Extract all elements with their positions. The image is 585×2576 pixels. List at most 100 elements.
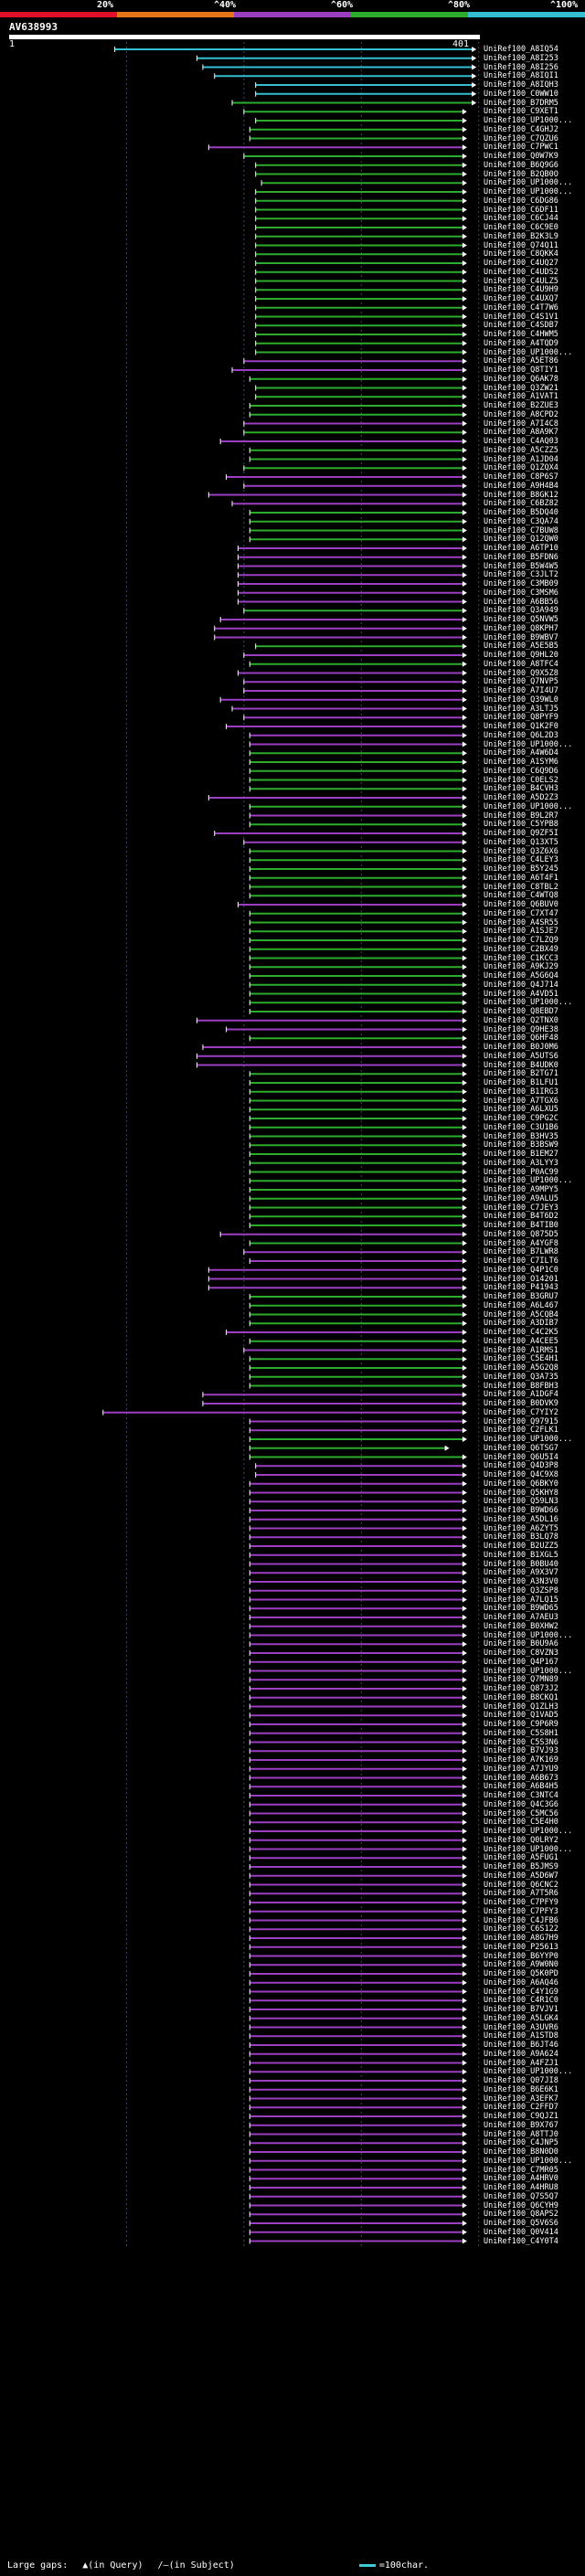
hit-label[interactable]: UniRef100_A5LGK4 xyxy=(484,2013,558,2023)
hit-label[interactable]: UniRef100_O14201 xyxy=(484,1274,558,1284)
hit-label[interactable]: UniRef100_Q6CNC2 xyxy=(484,1880,558,1890)
hit-label[interactable]: UniRef100_A4HRV0 xyxy=(484,2174,558,2184)
hit-label[interactable]: UniRef100_UP1000... xyxy=(484,1827,573,1836)
hit-label[interactable]: UniRef100_B4TIB0 xyxy=(484,1221,558,1230)
hit-label[interactable]: UniRef100_A4FZJ1 xyxy=(484,2058,558,2068)
hit-label[interactable]: UniRef100_A7AEU3 xyxy=(484,1613,558,1622)
hit-label[interactable]: UniRef100_A1JD04 xyxy=(484,454,558,464)
hit-label[interactable]: UniRef100_A5D2Z3 xyxy=(484,793,558,802)
hit-label[interactable]: UniRef100_B2K3L9 xyxy=(484,231,558,241)
hit-label[interactable]: UniRef100_UP1000... xyxy=(484,347,573,357)
hit-label[interactable]: UniRef100_UP1000... xyxy=(484,187,573,196)
hit-label[interactable]: UniRef100_Q3Z6X6 xyxy=(484,846,558,856)
hit-label[interactable]: UniRef100_Q1VAD5 xyxy=(484,1711,558,1721)
hit-label[interactable]: UniRef100_C9PG2C xyxy=(484,1114,558,1123)
hit-label[interactable]: UniRef100_UP1000... xyxy=(484,1666,573,1676)
hit-label[interactable]: UniRef100_C7XT47 xyxy=(484,908,558,918)
hit-label[interactable]: UniRef100_Q74Q11 xyxy=(484,240,558,250)
hit-label[interactable]: UniRef100_C4Y0T4 xyxy=(484,2236,558,2246)
hit-label[interactable]: UniRef100_Q9HL20 xyxy=(484,651,558,660)
hit-label[interactable]: UniRef100_C3NTC4 xyxy=(484,1791,558,1800)
hit-label[interactable]: UniRef100_Q3ZSP8 xyxy=(484,1585,558,1595)
hit-label[interactable]: UniRef100_B2UZZ5 xyxy=(484,1542,558,1551)
hit-label[interactable]: UniRef100_C7PFY9 xyxy=(484,1898,558,1907)
hit-label[interactable]: UniRef100_B9WBV7 xyxy=(484,632,558,642)
hit-label[interactable]: UniRef100_A9A624 xyxy=(484,2049,558,2059)
hit-label[interactable]: UniRef100_A8IQI1 xyxy=(484,71,558,81)
hit-label[interactable]: UniRef100_B3GRU7 xyxy=(484,1292,558,1301)
hit-label[interactable]: UniRef100_C6Q9D6 xyxy=(484,766,558,776)
hit-label[interactable]: UniRef100_A5FUG1 xyxy=(484,1853,558,1863)
hit-label[interactable]: UniRef100_Q12QW0 xyxy=(484,535,558,545)
hit-label[interactable]: UniRef100_B4UDK0 xyxy=(484,1060,558,1070)
hit-label[interactable]: UniRef100_C3MSM6 xyxy=(484,588,558,598)
hit-label[interactable]: UniRef100_Q8KPH7 xyxy=(484,623,558,633)
hit-label[interactable]: UniRef100_Q7S5Q7 xyxy=(484,2191,558,2201)
hit-label[interactable]: UniRef100_C4C2K5 xyxy=(484,1328,558,1337)
hit-label[interactable]: UniRef100_C5S3N6 xyxy=(484,1737,558,1747)
hit-label[interactable]: UniRef100_B6JT46 xyxy=(484,2041,558,2050)
hit-label[interactable]: UniRef100_C7JEY3 xyxy=(484,1203,558,1213)
hit-label[interactable]: UniRef100_A7T5R6 xyxy=(484,1889,558,1899)
hit-label[interactable]: UniRef100_B5Y245 xyxy=(484,864,558,874)
hit-label[interactable]: UniRef100_C7PFY3 xyxy=(484,1906,558,1916)
hit-label[interactable]: UniRef100_A4W6D4 xyxy=(484,748,558,758)
hit-label[interactable]: UniRef100_B8CKQ1 xyxy=(484,1692,558,1702)
hit-label[interactable]: UniRef100_B2ZUE3 xyxy=(484,401,558,410)
hit-label[interactable]: UniRef100_Q4J714 xyxy=(484,980,558,990)
hit-label[interactable]: UniRef100_A7I4C8 xyxy=(484,419,558,429)
hit-label[interactable]: UniRef100_B8N0D0 xyxy=(484,2147,558,2157)
hit-label[interactable]: UniRef100_Q2TNX0 xyxy=(484,1015,558,1025)
hit-label[interactable]: UniRef100_UP1000... xyxy=(484,1844,573,1854)
hit-label[interactable]: UniRef100_C5E4H0 xyxy=(484,1818,558,1828)
hit-label[interactable]: UniRef100_C4WTQ8 xyxy=(484,891,558,901)
hit-label[interactable]: UniRef100_B6YYP0 xyxy=(484,1951,558,1961)
hit-label[interactable]: UniRef100_A7TGX6 xyxy=(484,1096,558,1106)
hit-label[interactable]: UniRef100_C7QZU6 xyxy=(484,133,558,143)
hit-label[interactable]: UniRef100_B1XGL5 xyxy=(484,1550,558,1560)
hit-label[interactable]: UniRef100_Q5KHY8 xyxy=(484,1488,558,1498)
hit-label[interactable]: UniRef100_B5FDN6 xyxy=(484,552,558,562)
hit-label[interactable]: UniRef100_Q0V414 xyxy=(484,2227,558,2237)
hit-label[interactable]: UniRef100_C8VZN3 xyxy=(484,1648,558,1658)
hit-label[interactable]: UniRef100_C2FFD7 xyxy=(484,2103,558,2113)
hit-label[interactable]: UniRef100_C9XET1 xyxy=(484,107,558,117)
hit-label[interactable]: UniRef100_B0XHW2 xyxy=(484,1621,558,1631)
hit-label[interactable]: UniRef100_Q4P1C0 xyxy=(484,1265,558,1275)
hit-label[interactable]: UniRef100_B7VJV1 xyxy=(484,2005,558,2014)
hit-label[interactable]: UniRef100_Q6AK78 xyxy=(484,374,558,384)
hit-label[interactable]: UniRef100_A6T4F1 xyxy=(484,873,558,883)
hit-label[interactable]: UniRef100_C6DG86 xyxy=(484,196,558,206)
hit-label[interactable]: UniRef100_P25613 xyxy=(484,1942,558,1952)
hit-label[interactable]: UniRef100_A4TQD9 xyxy=(484,338,558,348)
hit-label[interactable]: UniRef100_A6B4H5 xyxy=(484,1782,558,1792)
hit-label[interactable]: UniRef100_C4U9H9 xyxy=(484,285,558,295)
hit-label[interactable]: UniRef100_C4T7W6 xyxy=(484,302,558,313)
hit-label[interactable]: UniRef100_A4SR55 xyxy=(484,917,558,928)
hit-label[interactable]: UniRef100_B6E6K1 xyxy=(484,2084,558,2094)
hit-label[interactable]: UniRef100_C4ULZ5 xyxy=(484,276,558,286)
hit-label[interactable]: UniRef100_UP1000... xyxy=(484,739,573,749)
hit-label[interactable]: UniRef100_Q6BKY0 xyxy=(484,1479,558,1489)
hit-label[interactable]: UniRef100_Q5K0PD xyxy=(484,1969,558,1978)
hit-label[interactable]: UniRef100_Q97915 xyxy=(484,1416,558,1426)
hit-label[interactable]: UniRef100_B0U9A6 xyxy=(484,1639,558,1649)
hit-label[interactable]: UniRef100_C7MR05 xyxy=(484,2165,558,2175)
hit-label[interactable]: UniRef100_C2BX49 xyxy=(484,944,558,954)
hit-label[interactable]: UniRef100_A5CZZ5 xyxy=(484,445,558,455)
hit-label[interactable]: UniRef100_B9WD66 xyxy=(484,1506,558,1515)
hit-label[interactable]: UniRef100_A1RMS1 xyxy=(484,1345,558,1355)
hit-label[interactable]: UniRef100_C4UXQ7 xyxy=(484,294,558,303)
hit-label[interactable]: UniRef100_A6L467 xyxy=(484,1300,558,1310)
hit-label[interactable]: UniRef100_C4AQ03 xyxy=(484,437,558,446)
hit-label[interactable]: UniRef100_B3HV35 xyxy=(484,1131,558,1141)
hit-label[interactable]: UniRef100_C7ILT6 xyxy=(484,1256,558,1266)
hit-label[interactable]: UniRef100_Q4C3G6 xyxy=(484,1799,558,1809)
hit-label[interactable]: UniRef100_A9MPY5 xyxy=(484,1185,558,1194)
hit-label[interactable]: UniRef100_UP1000... xyxy=(484,1630,573,1640)
hit-label[interactable]: UniRef100_A8I253 xyxy=(484,53,558,63)
hit-label[interactable]: UniRef100_Q59LN3 xyxy=(484,1497,558,1507)
hit-label[interactable]: UniRef100_B5DQ40 xyxy=(484,508,558,517)
hit-label[interactable]: UniRef100_A7K169 xyxy=(484,1755,558,1765)
hit-label[interactable]: UniRef100_C6CJ44 xyxy=(484,214,558,224)
